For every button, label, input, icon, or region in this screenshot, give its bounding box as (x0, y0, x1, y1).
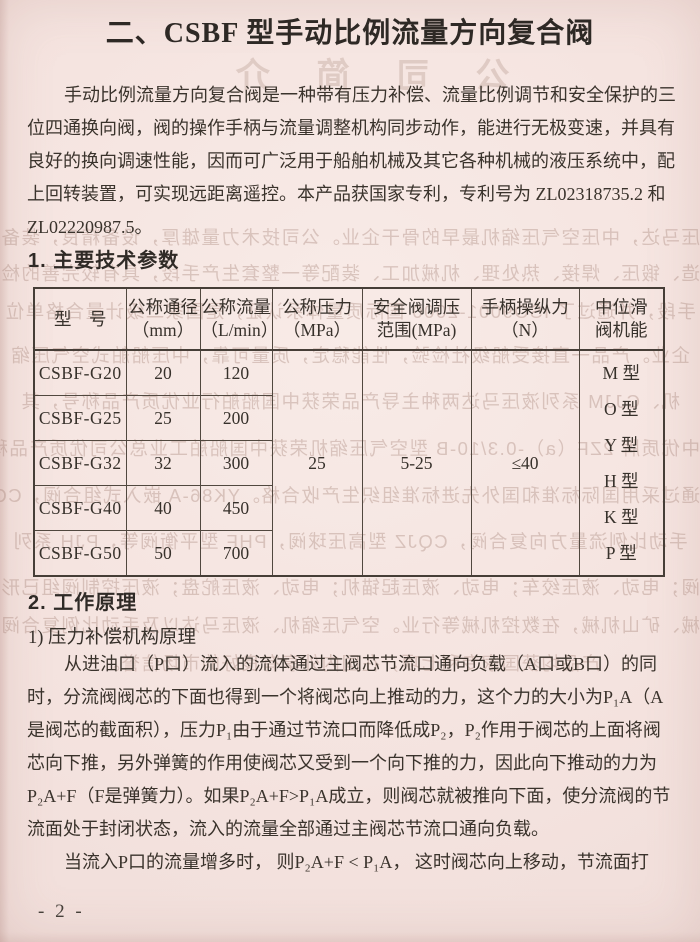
header-text: 型 号 (54, 308, 107, 329)
header-text: （mm） (131, 320, 195, 340)
header-text: 中位滑 (595, 297, 648, 317)
body-line: 从进油口（P口）流入的流体通过主阀芯节流口通向负载（A口或B口）的同 (64, 654, 658, 674)
cell-flow: 450 (199, 485, 273, 531)
intro-line: 手动比例流量方向复合阀是一种带有压力补偿、流量比例调节和安全保护的三 (64, 85, 676, 105)
header-text: 公称流量 (201, 297, 271, 317)
header-text: 公称压力 (282, 297, 352, 317)
intro-line: 位四通换向阀，阀的操作手柄与流量调整机构同步动作，能进行无极变速，并具有 (27, 118, 675, 138)
spool-function: H 型 (603, 471, 639, 491)
cell-model: CSBF-G40 (33, 485, 127, 531)
cell-pressure: 25 (271, 349, 363, 577)
header-text: 手柄操纵力 (481, 297, 569, 317)
header-text: 阀机能 (595, 320, 648, 340)
cell-flow: 300 (199, 440, 273, 486)
spool-function: K 型 (603, 507, 639, 527)
body-line: 芯向下推，另外弹簧的作用使阀芯又受到一个向下推的力，因此向下推动的力为 (27, 753, 657, 773)
cell-diameter: 32 (125, 440, 201, 486)
body-line: 时，分流阀阀芯的下面也得到一个将阀芯向上推动的力，这个力的大小为P₁A（A (27, 687, 664, 707)
header-text: （L/min） (200, 320, 279, 340)
page-number: - 2 - (38, 901, 85, 922)
intro-paragraph: 手动比例流量方向复合阀是一种带有压力补偿、流量比例调节和安全保护的三 位四通换向… (27, 79, 676, 244)
spool-function: O 型 (603, 399, 639, 419)
intro-line: ZL02220987.5。 (27, 217, 153, 237)
header-text: （MPa） (282, 320, 352, 340)
header-text: 公称通径 (128, 297, 198, 317)
spool-function: Y 型 (604, 435, 639, 455)
header-handle-force: 手柄操纵力 （N） (470, 287, 580, 351)
body-line: 是阀芯的截面积），压力P₁由于通过节流口而降低成P₂，P₂作用于阀芯的上面将阀 (27, 720, 661, 740)
technical-parameters-table: 型 号 公称通径 （mm） 公称流量 （L/min） 公称压力 （MPa） 安全阀调压… (33, 287, 665, 577)
section-heading-working-principle: 2. 工作原理 (28, 592, 138, 614)
spool-function: P 型 (605, 543, 637, 563)
cell-model: CSBF-G32 (33, 440, 127, 486)
header-text: （N） (501, 320, 549, 340)
table-row: CSBF-G20 20 120 25 5-25 ≤40 M 型 O 型 Y 型 … (33, 349, 665, 577)
cell-flow: 120 (199, 349, 273, 396)
subsection-heading-pressure-compensation: 1) 压力补偿机构原理 (28, 628, 197, 648)
header-nominal-pressure: 公称压力 （MPa） (271, 287, 363, 351)
header-model: 型 号 (33, 287, 127, 351)
table-row: CSBF-G50 50 700 (33, 530, 664, 577)
cell-model: CSBF-G50 (33, 530, 127, 577)
page-title: 二、CSBF 型手动比例流量方向复合阀 (105, 18, 595, 49)
cell-spool-functions: M 型 O 型 Y 型 H 型 K 型 P 型 (578, 349, 665, 577)
cell-flow: 700 (199, 530, 273, 577)
working-principle-paragraph: 从进油口（P口）流入的流体通过主阀芯节流口通向负载（A口或B口）的同 时，分流阀… (27, 648, 670, 879)
cell-handle-force: ≤40 (470, 349, 580, 577)
cell-model: CSBF-G20 (33, 349, 127, 396)
body-line: 流面处于封闭状态，流入的流量全部通过主阀芯节流口通向负载。 (27, 819, 549, 839)
section-heading-parameters: 1. 主要技术参数 (28, 250, 180, 272)
cell-diameter: 50 (125, 530, 201, 577)
cell-flow: 200 (199, 395, 273, 441)
header-text: 范围(MPa) (376, 320, 457, 340)
body-line: P₂A+F（F是弹簧力）。如果P₂A+F>P₁A成立，则阀芯就被推向下面，使分流… (27, 786, 671, 806)
table-row: CSBF-G32 32 300 (33, 440, 664, 486)
table-row: CSBF-G40 40 450 (33, 485, 664, 531)
cell-diameter: 20 (125, 349, 201, 396)
intro-line: 良好的换向调速性能，因而可广泛用于船舶机械及其它各种机械的液压系统中，配 (27, 151, 675, 171)
header-nominal-diameter: 公称通径 （mm） (125, 287, 201, 351)
header-relief-range: 安全阀调压范围(MPa) (361, 287, 472, 351)
intro-line: 上回转装置，可实现远距离遥控。本产品获国家专利，专利号为 ZL02318735.… (27, 184, 666, 204)
cell-diameter: 40 (125, 485, 201, 531)
cell-diameter: 25 (125, 395, 201, 441)
body-line: 当流入P口的流量增多时， 则P₂A+F < P₁A， 这时阀芯向上移动，节流面打 (64, 852, 649, 872)
header-text: 安全阀调压 (372, 297, 461, 317)
table-row: CSBF-G25 25 200 (33, 395, 664, 441)
spool-function: M 型 (602, 363, 640, 383)
header-nominal-flow: 公称流量 （L/min） (199, 287, 279, 351)
cell-model: CSBF-G25 (33, 395, 127, 441)
cell-relief-range: 5-25 (361, 349, 472, 577)
table-header-row: 型 号 公称通径 （mm） 公称流量 （L/min） 公称压力 （MPa） 安全阀调压… (33, 287, 665, 351)
header-spool-function: 中位滑 阀机能 (578, 287, 665, 351)
